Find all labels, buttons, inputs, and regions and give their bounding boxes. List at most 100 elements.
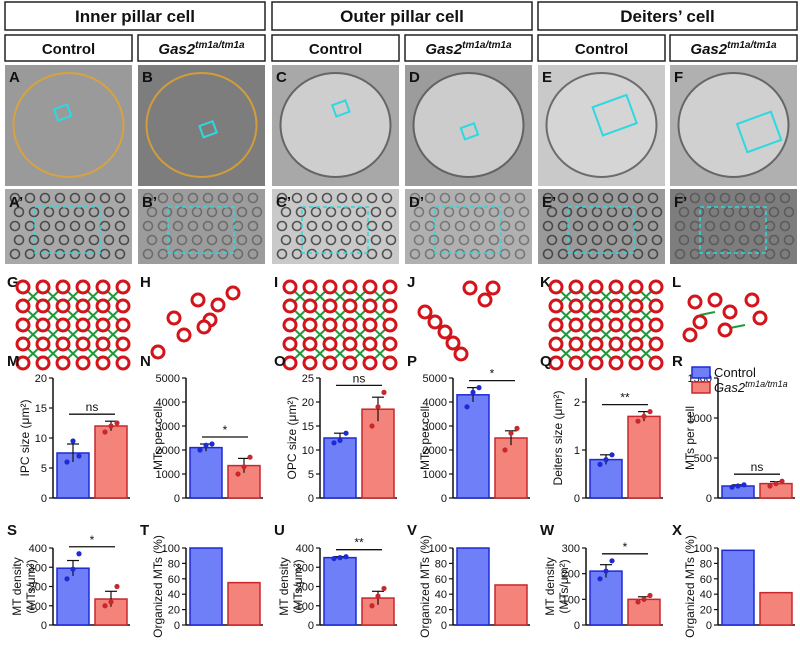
mt-circle <box>628 317 644 333</box>
y-axis-label: MTs per cell <box>683 406 697 470</box>
roi-box <box>52 103 73 122</box>
group-box <box>537 1 798 31</box>
microtubule <box>99 192 111 204</box>
mt-circle <box>75 279 91 295</box>
microtubule <box>734 248 746 260</box>
column-label: Control <box>309 41 362 58</box>
microtubule <box>381 220 393 232</box>
y-tick-label: 60 <box>700 574 712 586</box>
mt-circle <box>342 355 358 371</box>
microtubule <box>542 192 554 204</box>
group-title: Inner pillar cell <box>75 7 195 26</box>
bar <box>494 584 528 626</box>
mt-circle <box>692 314 708 330</box>
label-base: Control <box>575 41 628 58</box>
y-tick-label: 0 <box>574 620 580 632</box>
y-tick-label: 0 <box>174 493 180 505</box>
label-base: Control <box>309 41 362 58</box>
roi-box <box>459 122 480 141</box>
microtubule <box>217 248 229 260</box>
y-tick-label: 80 <box>435 558 447 570</box>
microtubule <box>764 248 776 260</box>
data-point <box>70 566 76 572</box>
microtubule <box>58 234 70 246</box>
group-title: Deiters’ cell <box>620 7 715 26</box>
microtubule <box>484 192 496 204</box>
microtubule <box>232 192 244 204</box>
y-tick-label: 200 <box>562 569 580 581</box>
microtubule <box>202 220 214 232</box>
microtubule <box>617 248 629 260</box>
y-tick-label: 1 <box>574 445 580 457</box>
bar <box>94 425 128 499</box>
microtubule <box>321 248 333 260</box>
panel-letter: B <box>142 69 153 86</box>
microtubule <box>187 192 199 204</box>
panel-letter: E <box>542 69 552 86</box>
microtubule <box>9 192 21 204</box>
mt-circle <box>322 355 338 371</box>
mt-circle <box>687 294 703 310</box>
microtubule <box>142 248 154 260</box>
mt-circle <box>628 279 644 295</box>
microtubule <box>469 192 481 204</box>
zoom-image <box>5 189 132 264</box>
microtubule <box>499 248 511 260</box>
column-label: Control <box>42 41 95 58</box>
column-box <box>404 34 533 62</box>
panel-letter: V <box>407 522 417 539</box>
mt-circle <box>628 355 644 371</box>
microtubule <box>749 192 761 204</box>
group-box <box>4 1 266 31</box>
microtubule <box>572 192 584 204</box>
chart: Q Deiters size (μm²) 0 1 2 ** <box>540 353 663 505</box>
mt-circle <box>342 298 358 314</box>
mt-circle <box>548 336 564 352</box>
data-point <box>597 576 603 582</box>
mt-circle <box>362 336 378 352</box>
panel-letter: G <box>7 274 19 291</box>
y-tick-label: 10 <box>302 445 314 457</box>
y-tick-label: 0 <box>441 620 447 632</box>
group-box <box>271 1 533 31</box>
y-tick-label: 40 <box>435 589 447 601</box>
mt-circle <box>342 317 358 333</box>
cell-outline <box>12 72 125 178</box>
microtubule <box>321 220 333 232</box>
microtubule <box>336 248 348 260</box>
y-tick-label: 0 <box>706 493 712 505</box>
microtubule <box>221 234 233 246</box>
mt-circle <box>362 355 378 371</box>
mt-circle <box>628 298 644 314</box>
y-axis-label: IPC size (μm²) <box>18 400 32 477</box>
cell-outline <box>545 72 658 178</box>
microtubule <box>602 220 614 232</box>
y-tick-label: 20 <box>168 605 180 617</box>
microtubule <box>69 248 81 260</box>
mt-circle <box>115 279 131 295</box>
panel-letter: W <box>540 522 555 539</box>
y-tick-label: 100 <box>29 601 47 613</box>
y-tick-label: 15 <box>35 403 47 415</box>
mt-circle <box>752 310 768 326</box>
microtubule <box>176 234 188 246</box>
microtubule <box>469 248 481 260</box>
data-point <box>375 404 381 410</box>
bar <box>589 570 623 626</box>
data-point <box>197 447 203 453</box>
mt-circle <box>608 355 624 371</box>
mt-circle <box>302 279 318 295</box>
microtubule <box>587 192 599 204</box>
microtubule <box>674 248 686 260</box>
mt-circle <box>55 317 71 333</box>
mt-circle <box>608 298 624 314</box>
microtubule <box>99 248 111 260</box>
data-point <box>247 454 253 460</box>
microtubule <box>678 234 690 246</box>
microtubule <box>587 220 599 232</box>
microtubule <box>172 220 184 232</box>
microtubule <box>561 234 573 246</box>
mt-circle <box>382 298 398 314</box>
mt-circle <box>648 317 664 333</box>
significance-label: * <box>623 540 628 554</box>
